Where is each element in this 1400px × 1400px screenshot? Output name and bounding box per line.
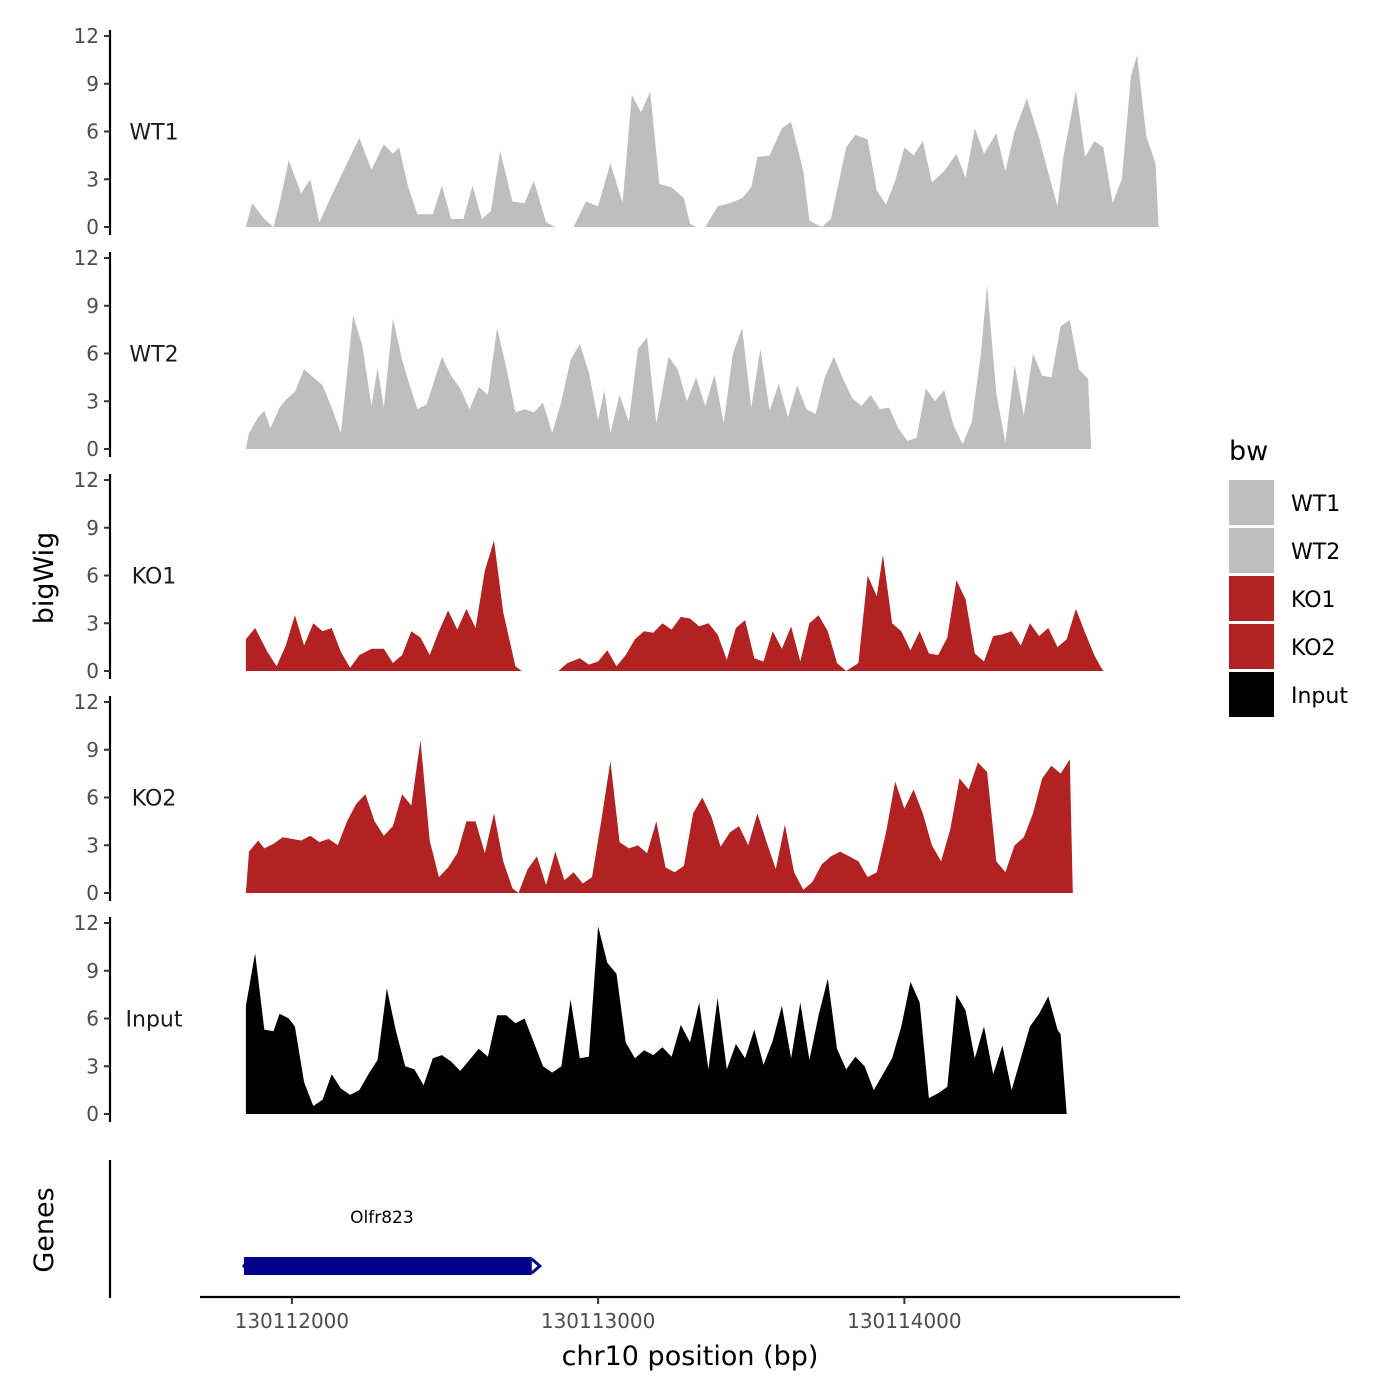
y-tick-label: 3 (86, 833, 99, 857)
legend-item-ko2: KO2 (1229, 624, 1336, 669)
signal-panels: 0 3 6 9 12 WT1 0 3 6 9 12 WT2 0 3 6 9 12 KO1 0 3 6 9 12 KO2 0 3 6 9… (74, 24, 1159, 1126)
y-tick-label: 12 (74, 690, 99, 714)
gene-label: Olfr823 (350, 1208, 414, 1228)
x-axis-title: chr10 position (bp) (562, 1341, 819, 1372)
y-tick-label: 3 (86, 389, 99, 413)
legend-swatch (1229, 624, 1274, 669)
y-tick-label: 9 (86, 738, 99, 762)
gene-olfr823: Olfr823 (241, 1208, 543, 1275)
panel-input: 0 3 6 9 12 Input (74, 911, 1067, 1126)
legend-label: Input (1291, 684, 1348, 709)
y-tick-label: 6 (86, 564, 99, 588)
area-ko1 (245, 540, 1104, 671)
legend-label: KO2 (1291, 636, 1336, 661)
y-tick-label: 12 (74, 911, 99, 935)
x-tick-label: 130112000 (235, 1309, 350, 1333)
y-tick-label: 0 (86, 881, 99, 905)
y-tick-label: 12 (74, 246, 99, 270)
strand-arrow-icon (530, 1257, 543, 1275)
panel-wt2: 0 3 6 9 12 WT2 (74, 246, 1092, 461)
legend-swatch (1229, 672, 1274, 717)
legend-item-wt1: WT1 (1229, 480, 1340, 525)
x-axis: 130112000 130113000 130114000 (200, 1295, 1180, 1333)
x-tick-label: 130114000 (847, 1309, 962, 1333)
y-tick-label: 6 (86, 1007, 99, 1031)
gene-body (243, 1257, 532, 1275)
legend-title: bw (1229, 436, 1268, 467)
legend-swatch (1229, 480, 1274, 525)
area-ko2 (245, 740, 1073, 893)
panel-ko2: 0 3 6 9 12 KO2 (74, 690, 1073, 905)
legend-item-wt2: WT2 (1229, 528, 1340, 573)
y-tick-label: 9 (86, 516, 99, 540)
area-input (245, 926, 1067, 1114)
y-tick-label: 3 (86, 1054, 99, 1078)
y-tick-label: 9 (86, 294, 99, 318)
legend-item-input: Input (1229, 672, 1348, 717)
track-label-ko1: KO1 (132, 565, 177, 590)
y-axis-title: bigWig (29, 532, 60, 625)
y-tick-label: 3 (86, 611, 99, 635)
legend-item-ko1: KO1 (1229, 576, 1336, 621)
y-tick-label: 0 (86, 437, 99, 461)
strand-arrow-icon (241, 1258, 252, 1274)
y-tick-label: 6 (86, 786, 99, 810)
y-tick-label: 12 (74, 468, 99, 492)
y-tick-label: 9 (86, 72, 99, 96)
panel-wt1: 0 3 6 9 12 WT1 (74, 24, 1159, 239)
y-tick-label: 6 (86, 120, 99, 144)
legend-label: WT1 (1291, 492, 1340, 517)
y-tick-label: 0 (86, 659, 99, 683)
track-label-ko2: KO2 (132, 787, 177, 812)
gene-track-panel: Olfr823 (108, 1160, 543, 1298)
y-tick-label: 12 (74, 24, 99, 48)
area-wt1 (245, 55, 1159, 227)
track-label-wt2: WT2 (129, 343, 178, 368)
track-label-wt1: WT1 (129, 121, 178, 146)
y-tick-label: 0 (86, 215, 99, 239)
x-tick-label: 130113000 (541, 1309, 656, 1333)
legend-swatch (1229, 576, 1274, 621)
track-label-input: Input (126, 1008, 183, 1033)
y-tick-label: 6 (86, 342, 99, 366)
y-tick-label: 3 (86, 167, 99, 191)
y-tick-label: 0 (86, 1102, 99, 1126)
legend-swatch (1229, 528, 1274, 573)
legend-label: KO1 (1291, 588, 1336, 613)
area-wt2 (245, 285, 1092, 449)
gene-track-title: Genes (29, 1187, 60, 1272)
y-tick-label: 9 (86, 959, 99, 983)
legend: bw WT1 WT2 KO1 KO2 Input (1229, 436, 1348, 717)
legend-label: WT2 (1291, 540, 1340, 565)
panel-ko1: 0 3 6 9 12 KO1 (74, 468, 1104, 683)
